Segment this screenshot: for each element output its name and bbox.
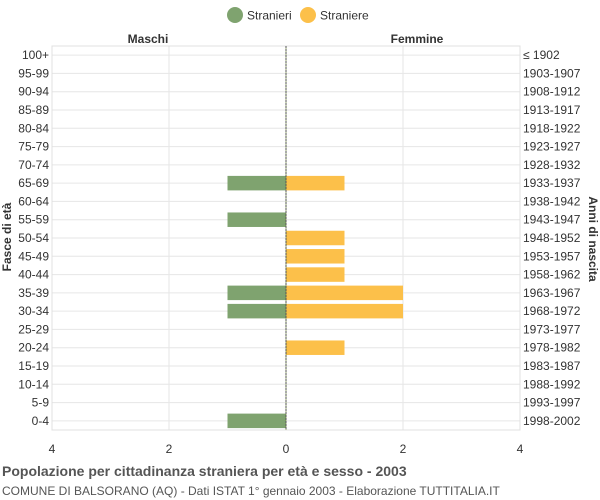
bar-female-40-44 <box>286 267 345 282</box>
age-group-label: 50-54 <box>18 231 49 245</box>
age-group-label: 80-84 <box>18 121 49 135</box>
legend: Stranieri Straniere <box>227 7 369 23</box>
x-axis-ticks: 4 2 0 2 4 <box>49 442 524 456</box>
age-group-label: 0-4 <box>32 414 50 428</box>
legend-swatch-stranieri <box>227 7 243 23</box>
age-group-label: 90-94 <box>18 85 49 99</box>
y-axis-title-left: Fasce di età <box>0 202 14 271</box>
birth-year-label: 1958-1962 <box>523 268 581 282</box>
bar-female-45-49 <box>286 249 345 264</box>
birth-year-label: 1918-1922 <box>523 121 581 135</box>
age-group-label: 55-59 <box>18 213 49 227</box>
birth-year-label: 1998-2002 <box>523 414 581 428</box>
bar-female-65-69 <box>286 175 345 191</box>
birth-year-label: 1933-1937 <box>523 176 581 190</box>
birth-year-label: 1953-1957 <box>523 249 581 263</box>
age-group-label: 20-24 <box>18 341 49 355</box>
age-group-label: 10-14 <box>18 377 49 391</box>
birth-year-label: 1913-1917 <box>523 103 581 117</box>
y-axis-title-right: Anni di nascita <box>586 196 600 282</box>
age-group-label: 100+ <box>22 48 49 62</box>
birth-year-label: 1938-1942 <box>523 194 581 208</box>
population-pyramid-chart: Stranieri Straniere Maschi Femmine 100+ 95… <box>0 7 600 456</box>
bars <box>227 46 403 430</box>
age-group-label: 85-89 <box>18 103 49 117</box>
age-group-label: 30-34 <box>18 304 49 318</box>
birth-year-labels: ≤ 1902 1903-1907 1908-1912 1913-1917 1918-19… <box>523 48 581 428</box>
left-side-header: Maschi <box>128 32 169 46</box>
age-group-label: 45-49 <box>18 249 49 263</box>
age-group-label: 15-19 <box>18 359 49 373</box>
bar-male-35-39 <box>227 285 286 301</box>
x-tick-label: 2 <box>166 442 173 456</box>
chart-title: Popolazione per cittadinanza straniera p… <box>2 463 407 479</box>
bar-male-30-34 <box>227 303 286 319</box>
age-group-label: 5-9 <box>32 396 50 410</box>
birth-year-label: 1928-1932 <box>523 158 581 172</box>
bar-female-30-34 <box>286 303 403 319</box>
birth-year-label: 1903-1907 <box>523 66 581 80</box>
birth-year-label: 1908-1912 <box>523 85 581 99</box>
birth-year-label: 1988-1992 <box>523 377 581 391</box>
x-tick-label: 0 <box>283 442 290 456</box>
x-tick-label: 4 <box>517 442 524 456</box>
birth-year-label: 1983-1987 <box>523 359 581 373</box>
birth-year-label: 1993-1997 <box>523 396 581 410</box>
right-side-header: Femmine <box>391 32 444 46</box>
bar-male-0-4 <box>227 413 286 429</box>
birth-year-label: 1973-1977 <box>523 322 581 336</box>
birth-year-label: 1963-1967 <box>523 286 581 300</box>
bar-male-55-59 <box>227 212 286 227</box>
bar-female-20-24 <box>286 340 345 355</box>
bar-male-65-69 <box>227 175 286 191</box>
legend-label-stranieri: Stranieri <box>247 9 292 23</box>
age-group-label: 70-74 <box>18 158 49 172</box>
birth-year-label: 1948-1952 <box>523 231 581 245</box>
birth-year-label: 1978-1982 <box>523 341 581 355</box>
x-tick-label: 4 <box>49 442 56 456</box>
legend-swatch-straniere <box>300 7 316 23</box>
bar-female-35-39 <box>286 285 403 301</box>
birth-year-label: ≤ 1902 <box>523 48 560 62</box>
age-group-label: 75-79 <box>18 140 49 154</box>
age-group-label: 65-69 <box>18 176 49 190</box>
birth-year-label: 1968-1972 <box>523 304 581 318</box>
birth-year-label: 1923-1927 <box>523 140 581 154</box>
age-group-label: 35-39 <box>18 286 49 300</box>
legend-label-straniere: Straniere <box>320 9 369 23</box>
age-group-label: 95-99 <box>18 66 49 80</box>
birth-year-label: 1943-1947 <box>523 213 581 227</box>
bar-female-50-54 <box>286 230 345 246</box>
age-group-label: 40-44 <box>18 268 49 282</box>
age-group-label: 25-29 <box>18 322 49 336</box>
chart-subtitle: COMUNE DI BALSORANO (AQ) - Dati ISTAT 1°… <box>2 484 500 498</box>
age-group-labels: 100+ 95-99 90-94 85-89 80-84 75-79 70-74 65-69 6… <box>18 48 49 428</box>
x-tick-label: 2 <box>400 442 407 456</box>
age-group-label: 60-64 <box>18 194 49 208</box>
